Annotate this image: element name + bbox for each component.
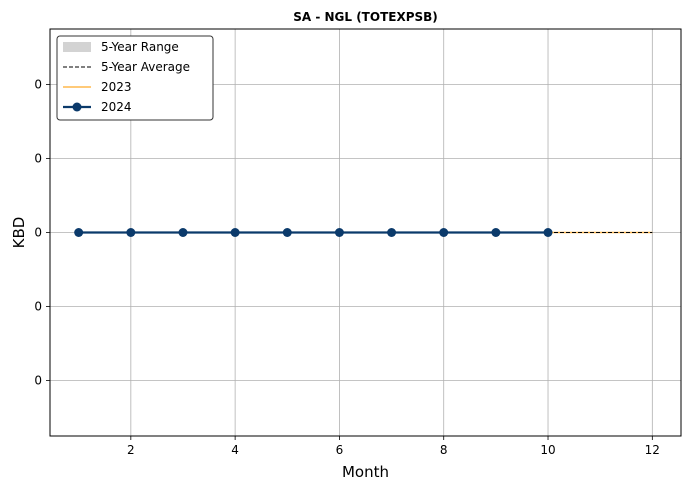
y-tick-label: 0 [34, 78, 42, 92]
legend-box [56, 35, 214, 121]
legend-label-2024: 2024 [101, 100, 132, 114]
series-2024-point [387, 228, 397, 237]
x-tick-label: 12 [645, 443, 660, 457]
y-tick-label: 0 [34, 152, 42, 166]
chart-title: SA - NGL (TOTEXPSB) [293, 10, 438, 24]
legend-label-5-year-range: 5-Year Range [101, 40, 179, 54]
series-2024-point [126, 228, 136, 237]
y-tick-label: 0 [34, 226, 42, 240]
series-layer [74, 228, 653, 237]
x-tick-label: 8 [440, 443, 448, 457]
legend-marker-2024 [72, 102, 82, 112]
series-2024-point [178, 228, 188, 237]
y-tick-label: 0 [34, 300, 42, 314]
y-axis-label: KBD [10, 217, 28, 249]
y-tick-label: 0 [34, 374, 42, 388]
x-tick-label: 10 [540, 443, 555, 457]
series-2024-point [439, 228, 449, 237]
series-2024-point [491, 228, 501, 237]
legend-swatch-5-year-range [63, 42, 91, 52]
series-2024-point [334, 228, 344, 237]
legend-label-5-year-average: 5-Year Average [101, 60, 190, 74]
x-tick-label: 4 [231, 443, 239, 457]
axis-ticks: 2 4 6 8 10 12 0 0 0 0 0 [34, 78, 660, 458]
series-2024-point [282, 228, 292, 237]
series-2024-point [74, 228, 84, 237]
x-axis-label: Month [342, 463, 389, 481]
legend-label-2023: 2023 [101, 80, 132, 94]
legend: 5-Year Range 5-Year Average 2023 2024 [56, 35, 214, 121]
x-tick-label: 6 [336, 443, 344, 457]
x-tick-label: 2 [127, 443, 135, 457]
series-2024-point [230, 228, 240, 237]
series-2024-point [543, 228, 553, 237]
